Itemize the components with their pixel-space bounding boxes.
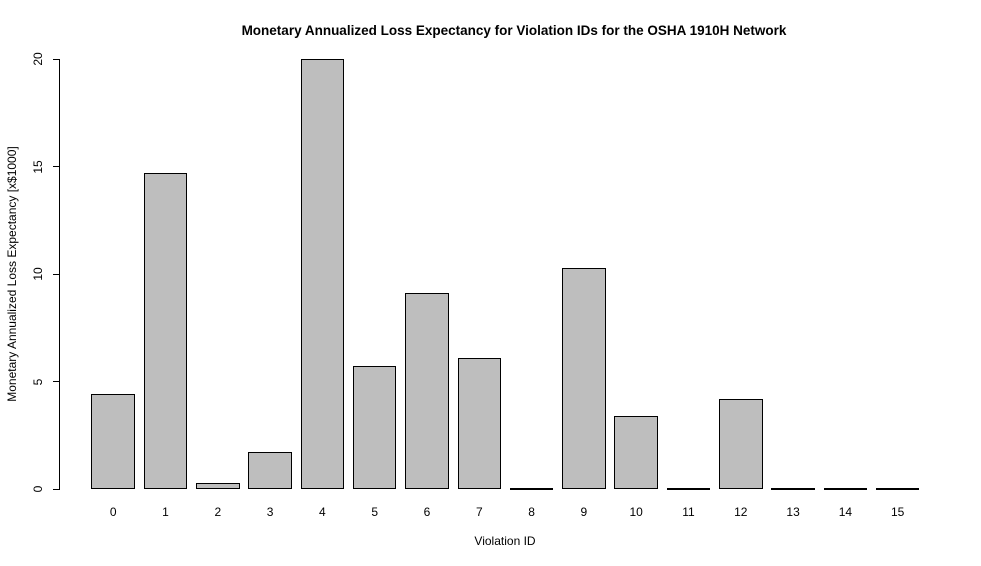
y-tick-mark <box>53 488 60 490</box>
bar <box>719 399 763 489</box>
y-tick-mark <box>53 166 60 167</box>
y-tick-label: 5 <box>31 378 45 385</box>
x-tick-label: 14 <box>838 505 853 519</box>
chart-title: Monetary Annualized Loss Expectancy for … <box>241 23 787 38</box>
y-tick-label: 0 <box>31 485 45 493</box>
x-tick-label: 3 <box>266 505 274 519</box>
x-tick-label: 4 <box>319 505 326 519</box>
x-tick-label: 5 <box>371 505 379 519</box>
bar <box>91 394 135 489</box>
bar <box>405 293 449 489</box>
x-tick-label: 10 <box>629 505 643 519</box>
bar <box>143 173 188 489</box>
bar <box>666 488 711 490</box>
x-tick-label: 0 <box>109 505 117 519</box>
x-tick-label: 2 <box>214 505 222 519</box>
x-tick-label: 12 <box>734 505 748 519</box>
x-tick-label: 7 <box>475 505 483 519</box>
x-tick-label: 9 <box>580 505 588 519</box>
y-tick-label: 15 <box>31 159 45 174</box>
bar <box>300 59 345 489</box>
x-tick-label: 13 <box>786 505 800 519</box>
y-tick-label: 10 <box>31 267 45 281</box>
y-tick-mark <box>53 273 60 275</box>
x-tick-label: 8 <box>528 505 535 519</box>
bar <box>562 268 606 489</box>
bar <box>248 452 292 489</box>
bar <box>196 483 240 489</box>
x-tick-label: 11 <box>682 505 695 519</box>
y-tick-mark <box>53 58 60 60</box>
x-tick-label: 6 <box>423 505 431 519</box>
x-tick-label: 1 <box>162 505 169 519</box>
bar <box>457 358 502 489</box>
y-axis-label: Monetary Annualized Loss Expectancy [x$1… <box>5 146 19 402</box>
bar <box>352 366 397 489</box>
bar <box>509 488 554 490</box>
bar <box>875 488 920 490</box>
y-tick-label: 20 <box>31 52 45 66</box>
bar <box>823 488 868 490</box>
y-tick-mark <box>53 381 60 382</box>
x-tick-label: 15 <box>891 505 905 519</box>
bar <box>614 416 658 489</box>
bar <box>771 488 815 490</box>
x-axis-label: Violation ID <box>474 534 536 548</box>
